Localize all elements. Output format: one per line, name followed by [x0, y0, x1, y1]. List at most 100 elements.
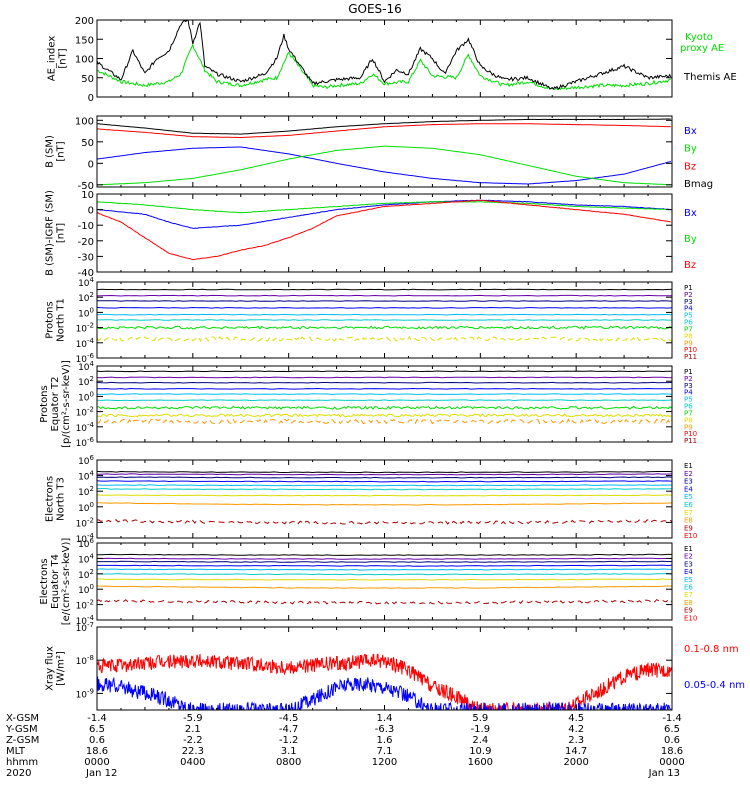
x-axis-cell: 2.3: [568, 735, 584, 746]
x-axis-cell: 7.1: [377, 746, 393, 757]
legend-p6: P6: [684, 403, 693, 411]
series-line-e5: [97, 484, 672, 487]
panel-bsm: -50 0 50 100 B (SM) [nT] Bx By Bz Bmag: [45, 115, 713, 192]
legend-p6: P6: [684, 319, 693, 327]
legend-p8: P8: [684, 416, 693, 424]
y-tick-label: 10-4: [76, 421, 95, 434]
y-axis-label-line: [p/(cm²-s-sr-keV)]: [61, 360, 72, 448]
x-axis-cell: 2.4: [472, 735, 488, 746]
legend-p5: P5: [684, 396, 693, 404]
y-tick-label: 104: [78, 470, 94, 483]
y-axis-label: Electrons Equator T4 [e/(cm²-s-sr-keV)]: [39, 538, 72, 626]
y-tick-label: 102: [78, 568, 94, 581]
legend-p4: P4: [684, 389, 693, 397]
legend-e8: E8: [684, 599, 693, 607]
y-tick-label: 10-2: [76, 516, 94, 529]
x-axis-cell: 2000: [563, 757, 588, 768]
y-tick-label: 10-4: [76, 614, 95, 627]
x-axis-cell: 0800: [276, 757, 301, 768]
series-line-p3: [97, 381, 672, 384]
legend-bmag: Bmag: [684, 179, 713, 190]
y-axis-label-line: Protons: [39, 385, 50, 422]
x-axis-cell: -1.9: [471, 724, 491, 735]
series-line-0-05-0-4-nm: [97, 676, 672, 710]
x-axis-cell: 22.3: [182, 746, 204, 757]
series-line-p8: [97, 413, 672, 418]
series-line-by: [97, 201, 671, 214]
series-group: [97, 288, 672, 343]
legend-bx: Bx: [684, 126, 697, 137]
y-tick-label: 100: [78, 501, 94, 514]
x-axis-row-label: Y-GSM: [5, 724, 38, 735]
legend-e7: E7: [684, 509, 693, 517]
series-line-e5: [97, 568, 672, 571]
x-axis-cell: Jan 13: [648, 768, 680, 779]
legend-p7: P7: [684, 325, 693, 333]
y-tick-label: 102: [78, 485, 94, 498]
legend-kyoto: Kyoto: [685, 32, 713, 43]
y-axis-label-line: [e/(cm²-s-sr-keV)]: [61, 538, 72, 626]
series-line-p5: [97, 393, 672, 395]
series-line-p2: [97, 294, 672, 297]
series-line-e6: [97, 572, 672, 576]
y-tick-label: 10-2: [76, 322, 94, 335]
legend-e2: E2: [684, 553, 693, 561]
y-tick-label: 10-4: [76, 337, 95, 350]
y-tick-label: 10-6: [76, 436, 95, 449]
x-axis-cell: 5.9: [472, 713, 488, 724]
y-axis-label-line: Protons: [45, 301, 56, 338]
series-line-e3: [97, 476, 672, 479]
legend-e8: E8: [684, 517, 693, 525]
y-axis-label-line: North T1: [56, 298, 67, 342]
series-line-e1: [97, 470, 672, 474]
x-axis-row-label: X-GSM: [6, 713, 39, 724]
series-line-p8: [97, 336, 672, 343]
x-axis-cell: 0000: [659, 757, 684, 768]
legend-e2: E2: [684, 470, 693, 478]
y-axis-label-line: Electrons: [45, 476, 56, 522]
x-axis-cell: -1.4: [87, 713, 107, 724]
series-line-e9: [97, 519, 672, 525]
legend-p3: P3: [684, 382, 693, 390]
panel-protons-t2: 10-6 10-4 10-2 100 102 104 Protons Equator T2 [p…: [39, 360, 697, 449]
legend-p10: P10: [684, 430, 697, 438]
series-line-p5: [97, 313, 672, 316]
legend-e6: E6: [684, 584, 693, 592]
y-tick-label: 10-7: [76, 621, 94, 634]
legend-e4: E4: [684, 485, 693, 493]
legend-p1: P1: [684, 368, 693, 376]
y-tick-label: -50: [78, 181, 94, 192]
x-axis-cell: Jan 12: [85, 768, 117, 779]
y-tick-label: 50: [81, 138, 94, 149]
legend-e9: E9: [684, 607, 693, 615]
series-line-themis-ae: [97, 20, 672, 91]
x-axis-cell: 1200: [372, 757, 397, 768]
y-tick-label: 100: [75, 55, 94, 66]
series-line-p2: [97, 376, 672, 379]
y-tick-label: 10-9: [76, 687, 94, 700]
y-axis-label-line: North T3: [56, 477, 67, 521]
series-group: [97, 118, 671, 186]
y-tick-label: -20: [78, 237, 94, 248]
y-axis-label: Protons North T1: [45, 298, 67, 342]
x-axis-cell: 1.6: [377, 735, 393, 746]
series-line-bx: [97, 146, 671, 185]
legend-e5: E5: [684, 493, 693, 501]
legend-p2: P2: [684, 291, 693, 299]
series-line-e8: [97, 502, 672, 506]
y-tick-label: 100: [78, 390, 94, 403]
legend-p5: P5: [684, 312, 693, 320]
series-line-e7: [97, 578, 672, 581]
y-tick-label: 200: [75, 16, 94, 27]
series-group: [97, 553, 672, 605]
y-tick-label: 104: [78, 276, 94, 289]
series-line-p4: [97, 306, 672, 309]
x-axis-cell: 14.7: [565, 746, 587, 757]
series-group: [97, 653, 672, 710]
legend-e3: E3: [684, 478, 693, 486]
legend-e5: E5: [684, 576, 693, 584]
series-line-p3: [97, 300, 672, 302]
y-tick-label: 106: [78, 454, 94, 467]
